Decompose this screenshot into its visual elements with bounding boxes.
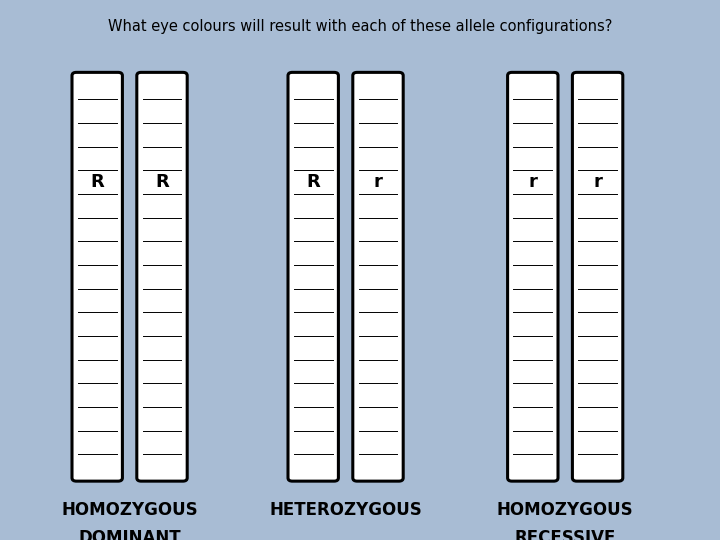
FancyBboxPatch shape (72, 72, 122, 481)
FancyBboxPatch shape (288, 72, 338, 481)
Text: R: R (155, 173, 169, 191)
Text: HOMOZYGOUS: HOMOZYGOUS (497, 501, 634, 518)
FancyBboxPatch shape (508, 72, 558, 481)
Text: RECESSIVE: RECESSIVE (515, 529, 616, 540)
FancyBboxPatch shape (137, 72, 187, 481)
Text: r: r (528, 173, 537, 191)
Text: DOMINANT: DOMINANT (78, 529, 181, 540)
Text: r: r (593, 173, 602, 191)
Text: R: R (90, 173, 104, 191)
Text: R: R (306, 173, 320, 191)
Text: r: r (374, 173, 382, 191)
Text: HETEROZYGOUS: HETEROZYGOUS (269, 501, 422, 518)
Text: HOMOZYGOUS: HOMOZYGOUS (61, 501, 198, 518)
FancyBboxPatch shape (353, 72, 403, 481)
Text: What eye colours will result with each of these allele configurations?: What eye colours will result with each o… (108, 19, 612, 34)
FancyBboxPatch shape (572, 72, 623, 481)
